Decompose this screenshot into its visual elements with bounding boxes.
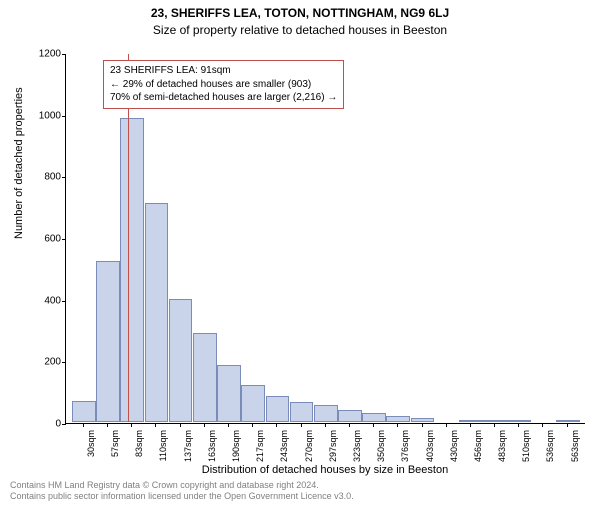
x-tick-label: 403sqm bbox=[425, 430, 435, 462]
plot-region bbox=[65, 54, 585, 424]
x-tick-mark bbox=[252, 423, 253, 427]
x-tick-mark bbox=[470, 423, 471, 427]
x-tick-mark bbox=[107, 423, 108, 427]
x-tick-mark bbox=[325, 423, 326, 427]
histogram-bar bbox=[266, 396, 290, 422]
x-tick-label: 483sqm bbox=[497, 430, 507, 462]
x-tick-label: 137sqm bbox=[183, 430, 193, 462]
y-tick-mark bbox=[62, 239, 66, 240]
annotation-line: ← 29% of detached houses are smaller (90… bbox=[110, 78, 337, 92]
x-tick-mark bbox=[349, 423, 350, 427]
x-tick-mark bbox=[446, 423, 447, 427]
y-tick-label: 400 bbox=[21, 295, 61, 306]
y-tick-label: 200 bbox=[21, 357, 61, 368]
histogram-bar bbox=[314, 405, 338, 422]
x-tick-label: 350sqm bbox=[376, 430, 386, 462]
chart-title-main: 23, SHERIFFS LEA, TOTON, NOTTINGHAM, NG9… bbox=[0, 6, 600, 20]
footer-line: Contains public sector information licen… bbox=[10, 491, 354, 502]
y-tick-label: 1000 bbox=[21, 110, 61, 121]
histogram-bar bbox=[241, 385, 265, 422]
histogram-bar bbox=[556, 420, 580, 422]
histogram-bar bbox=[96, 261, 120, 422]
y-tick-mark bbox=[62, 54, 66, 55]
x-tick-mark bbox=[397, 423, 398, 427]
y-tick-label: 1200 bbox=[21, 49, 61, 60]
x-tick-label: 243sqm bbox=[279, 430, 289, 462]
y-tick-label: 600 bbox=[21, 234, 61, 245]
histogram-bar bbox=[217, 365, 241, 422]
annotation-box: 23 SHERIFFS LEA: 91sqm ← 29% of detached… bbox=[103, 60, 344, 109]
histogram-bar bbox=[483, 420, 507, 422]
x-tick-label: 323sqm bbox=[352, 430, 362, 462]
property-marker-line bbox=[128, 54, 129, 422]
annotation-line: 23 SHERIFFS LEA: 91sqm bbox=[110, 64, 337, 78]
histogram-bar bbox=[362, 413, 386, 422]
histogram-bar bbox=[459, 420, 483, 422]
x-tick-mark bbox=[373, 423, 374, 427]
histogram-bar bbox=[72, 401, 96, 422]
y-tick-mark bbox=[62, 177, 66, 178]
histogram-bar bbox=[290, 402, 314, 422]
x-tick-label: 110sqm bbox=[158, 430, 168, 461]
x-tick-mark bbox=[83, 423, 84, 427]
histogram-bar bbox=[120, 118, 144, 422]
footer-line: Contains HM Land Registry data © Crown c… bbox=[10, 480, 354, 491]
x-tick-label: 430sqm bbox=[449, 430, 459, 462]
x-tick-mark bbox=[180, 423, 181, 427]
x-tick-label: 57sqm bbox=[110, 430, 120, 457]
x-tick-label: 563sqm bbox=[570, 430, 580, 462]
histogram-bar bbox=[193, 333, 217, 422]
x-tick-label: 536sqm bbox=[545, 430, 555, 462]
y-tick-mark bbox=[62, 116, 66, 117]
x-tick-label: 83sqm bbox=[134, 430, 144, 457]
x-tick-label: 270sqm bbox=[304, 430, 314, 462]
x-tick-mark bbox=[228, 423, 229, 427]
histogram-bar bbox=[507, 420, 531, 422]
x-tick-mark bbox=[301, 423, 302, 427]
x-tick-mark bbox=[276, 423, 277, 427]
y-tick-label: 0 bbox=[21, 419, 61, 430]
chart-title-sub: Size of property relative to detached ho… bbox=[0, 23, 600, 37]
x-axis-label: Distribution of detached houses by size … bbox=[65, 464, 585, 476]
y-tick-label: 800 bbox=[21, 172, 61, 183]
histogram-bar bbox=[338, 410, 362, 422]
x-tick-label: 376sqm bbox=[400, 430, 410, 462]
y-tick-mark bbox=[62, 301, 66, 302]
x-tick-mark bbox=[567, 423, 568, 427]
x-tick-label: 297sqm bbox=[328, 430, 338, 462]
x-tick-mark bbox=[422, 423, 423, 427]
x-tick-label: 190sqm bbox=[231, 430, 241, 462]
x-tick-mark bbox=[494, 423, 495, 427]
x-tick-label: 163sqm bbox=[207, 430, 217, 462]
histogram-bar bbox=[411, 418, 435, 422]
footer-attribution: Contains HM Land Registry data © Crown c… bbox=[10, 480, 354, 503]
chart-area: Number of detached properties Distributi… bbox=[65, 54, 585, 424]
x-tick-label: 30sqm bbox=[86, 430, 96, 457]
x-tick-mark bbox=[204, 423, 205, 427]
x-tick-label: 510sqm bbox=[521, 430, 531, 462]
histogram-bar bbox=[169, 299, 193, 422]
annotation-line: 70% of semi-detached houses are larger (… bbox=[110, 91, 337, 105]
x-tick-mark bbox=[542, 423, 543, 427]
x-tick-label: 456sqm bbox=[473, 430, 483, 462]
x-tick-mark bbox=[131, 423, 132, 427]
x-tick-mark bbox=[518, 423, 519, 427]
y-tick-mark bbox=[62, 424, 66, 425]
histogram-bar bbox=[145, 203, 169, 422]
x-tick-mark bbox=[155, 423, 156, 427]
x-tick-label: 217sqm bbox=[255, 430, 265, 462]
histogram-bar bbox=[386, 416, 410, 422]
y-tick-mark bbox=[62, 362, 66, 363]
